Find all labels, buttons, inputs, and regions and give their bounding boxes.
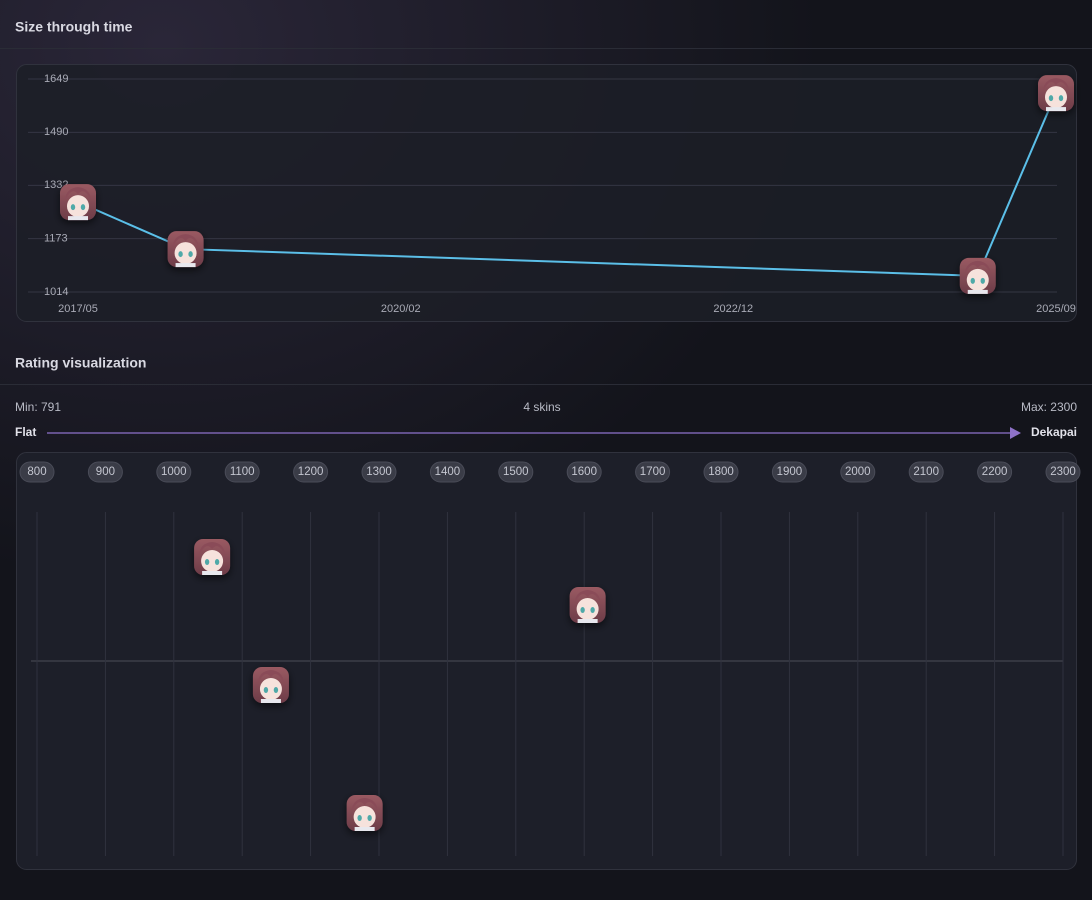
section-title: Rating visualization: [15, 355, 146, 371]
tick-pill: [635, 461, 671, 483]
tick-pill: [429, 461, 465, 483]
avatar-collar: [577, 619, 598, 623]
scale-left-label: Flat: [15, 425, 36, 439]
skin-avatar: [1038, 75, 1074, 112]
avatar-face: [174, 242, 197, 265]
x-tick-label: 1300: [366, 466, 392, 478]
avatar-bangs: [172, 234, 199, 248]
avatar-bangs: [964, 260, 991, 274]
avatar-eye: [367, 815, 372, 821]
avatar-eye: [980, 277, 985, 284]
avatar-collar: [202, 571, 223, 575]
x-tick-label: 2000: [845, 466, 871, 478]
tick-pill: [361, 461, 397, 483]
avatar-eye: [1058, 95, 1064, 102]
x-tick-label: 2300: [1050, 466, 1076, 478]
avatar-collar: [175, 263, 196, 268]
x-tick-label: 1400: [435, 466, 461, 478]
avatar-face: [576, 598, 599, 620]
avatar-collar: [68, 216, 88, 221]
x-tick-label: 2022/12: [713, 303, 753, 315]
y-tick-label: 1490: [44, 126, 68, 138]
avatar-eye: [263, 687, 269, 693]
avatar-collar: [967, 289, 988, 294]
skin-avatar: [959, 257, 996, 294]
skin-avatar: [569, 587, 606, 623]
scale-arrow-head: [1010, 427, 1021, 439]
avatar-face: [259, 678, 282, 700]
avatar-face: [67, 195, 89, 218]
x-tick-label: 1800: [708, 466, 734, 478]
skin-avatar: [252, 667, 289, 703]
avatar-bangs: [351, 798, 378, 811]
tick-pill: [566, 461, 602, 483]
tick-pill: [293, 461, 329, 483]
avatar-eye: [188, 251, 193, 258]
tick-pill: [908, 461, 944, 483]
avatar-eye: [580, 607, 585, 613]
count-label: 4 skins: [523, 400, 560, 414]
x-tick-label: 1900: [777, 466, 803, 478]
tick-pill: [498, 461, 534, 483]
y-tick-label: 1173: [44, 233, 68, 245]
avatar-face: [201, 550, 224, 572]
avatar-bangs: [65, 187, 91, 201]
avatar-collar: [1046, 107, 1066, 112]
chart-panel: [16, 64, 1077, 322]
x-tick-label: 2200: [982, 466, 1008, 478]
avatar-eye: [204, 559, 210, 565]
x-tick-label: 2020/02: [381, 303, 421, 315]
tick-pill: [771, 461, 807, 483]
x-tick-label: 2025/09: [1036, 303, 1076, 315]
avatar-bangs: [199, 542, 226, 555]
avatar-eye: [590, 607, 595, 613]
avatar-face: [966, 268, 989, 291]
x-tick-label: 2100: [913, 466, 939, 478]
x-tick-label: 1000: [161, 466, 187, 478]
tick-pill: [703, 461, 739, 483]
size-line: [77, 92, 1057, 277]
x-tick-label: 1500: [503, 466, 529, 478]
x-tick-label: 2017/05: [58, 303, 98, 315]
avatar-bangs: [1043, 78, 1069, 92]
avatar-eye: [970, 277, 975, 284]
tick-pill: [977, 461, 1013, 483]
skin-avatar: [167, 231, 204, 268]
skin-avatar: [346, 795, 383, 831]
skin-avatar: [60, 184, 96, 221]
avatar-eye: [178, 251, 183, 258]
avatar-face: [1045, 86, 1067, 109]
tick-pill: [156, 461, 192, 483]
y-tick-label: 1649: [44, 73, 68, 85]
tick-pill: [840, 461, 876, 483]
x-tick-label: 1600: [571, 466, 597, 478]
x-tick-label: 900: [96, 466, 115, 478]
tick-pill: [87, 461, 123, 483]
x-tick-label: 1100: [230, 466, 255, 478]
avatar-bangs: [574, 590, 601, 603]
tick-pill: [1045, 461, 1081, 483]
scale-right-label: Dekapai: [1031, 425, 1077, 439]
skin-avatar: [194, 539, 231, 575]
x-tick-label: 800: [27, 466, 46, 478]
avatar-eye: [1048, 95, 1054, 102]
avatar-collar: [354, 827, 375, 831]
avatar-eye: [273, 687, 279, 693]
x-tick-label: 1700: [640, 466, 666, 478]
avatar-eye: [214, 559, 220, 565]
x-tick-label: 1200: [298, 466, 324, 478]
tick-pill: [19, 461, 55, 483]
avatar-eye: [70, 204, 76, 211]
min-label: Min: 791: [15, 400, 61, 414]
max-label: Max: 2300: [1021, 400, 1077, 414]
avatar-eye: [357, 815, 362, 821]
avatar-face: [353, 806, 376, 828]
section-title: Size through time: [15, 19, 133, 35]
y-tick-label: 1014: [44, 286, 68, 298]
avatar-eye: [80, 204, 86, 211]
avatar-collar: [260, 699, 281, 703]
tick-pill: [224, 461, 260, 483]
avatar-bangs: [257, 670, 284, 683]
